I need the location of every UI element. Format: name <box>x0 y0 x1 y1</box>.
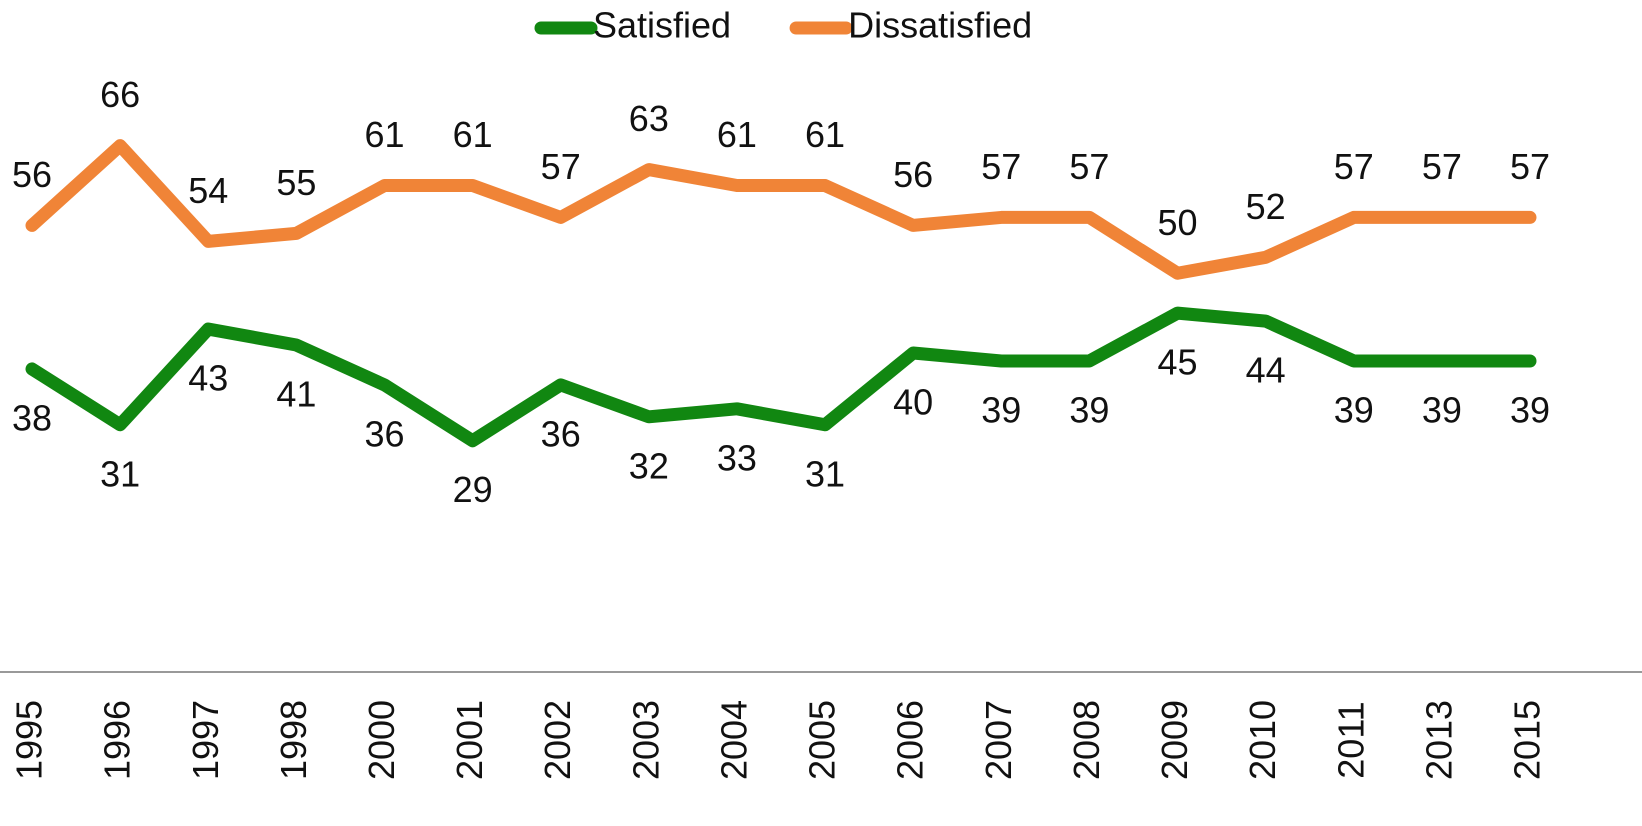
data-label: 57 <box>981 146 1021 187</box>
data-label: 50 <box>1158 202 1198 243</box>
data-label: 31 <box>805 453 845 494</box>
legend-label: Dissatisfied <box>848 5 1032 46</box>
data-label: 61 <box>453 114 493 155</box>
data-label: 32 <box>629 445 669 486</box>
x-tick-label: 2009 <box>1154 700 1195 780</box>
x-tick-label: 2006 <box>890 700 931 780</box>
data-label: 29 <box>453 469 493 510</box>
x-tick-label: 1998 <box>273 700 314 780</box>
data-label: 41 <box>276 374 316 415</box>
x-tick-label: 2004 <box>713 700 754 780</box>
data-label: 39 <box>981 389 1021 430</box>
data-label: 63 <box>629 98 669 139</box>
data-label: 36 <box>364 413 404 454</box>
data-label: 52 <box>1246 186 1286 227</box>
x-tick-label: 2010 <box>1242 700 1283 780</box>
data-label: 61 <box>364 114 404 155</box>
line <box>25 139 1537 280</box>
data-label: 45 <box>1158 342 1198 383</box>
data-label: 56 <box>893 154 933 195</box>
data-label: 57 <box>1334 146 1374 187</box>
x-tick-label: 2011 <box>1330 701 1371 778</box>
data-label: 54 <box>188 170 228 211</box>
data-label: 44 <box>1246 350 1286 391</box>
legend-label: Satisfied <box>593 5 731 46</box>
x-tick-label: 2015 <box>1507 700 1548 780</box>
data-label: 39 <box>1334 389 1374 430</box>
data-label: 39 <box>1510 389 1550 430</box>
data-label: 57 <box>541 146 581 187</box>
data-label: 57 <box>1510 146 1550 187</box>
data-label: 43 <box>188 358 228 399</box>
data-label: 61 <box>717 114 757 155</box>
data-label: 39 <box>1422 389 1462 430</box>
data-label: 38 <box>12 397 52 438</box>
x-tick-label: 2002 <box>537 700 578 780</box>
x-tick-label: 1997 <box>185 700 226 780</box>
x-tick-label: 1996 <box>97 700 138 780</box>
x-tick-label: 2003 <box>625 700 666 780</box>
x-tick-label: 2005 <box>802 700 843 780</box>
data-label: 57 <box>1069 146 1109 187</box>
x-tick-label: 2013 <box>1418 700 1459 780</box>
x-tick-label: 2001 <box>449 700 490 780</box>
x-tick-label: 2000 <box>361 700 402 780</box>
data-label: 36 <box>541 413 581 454</box>
data-label: 31 <box>100 453 140 494</box>
data-label: 40 <box>893 382 933 423</box>
data-label: 61 <box>805 114 845 155</box>
data-label: 56 <box>12 154 52 195</box>
line <box>25 306 1537 448</box>
data-label: 66 <box>100 74 140 115</box>
x-tick-label: 2007 <box>978 700 1019 780</box>
x-tick-label: 1995 <box>9 700 50 780</box>
data-label: 33 <box>717 437 757 478</box>
data-label: 57 <box>1422 146 1462 187</box>
data-label: 55 <box>276 162 316 203</box>
x-tick-label: 2008 <box>1066 700 1107 780</box>
data-label: 39 <box>1069 389 1109 430</box>
